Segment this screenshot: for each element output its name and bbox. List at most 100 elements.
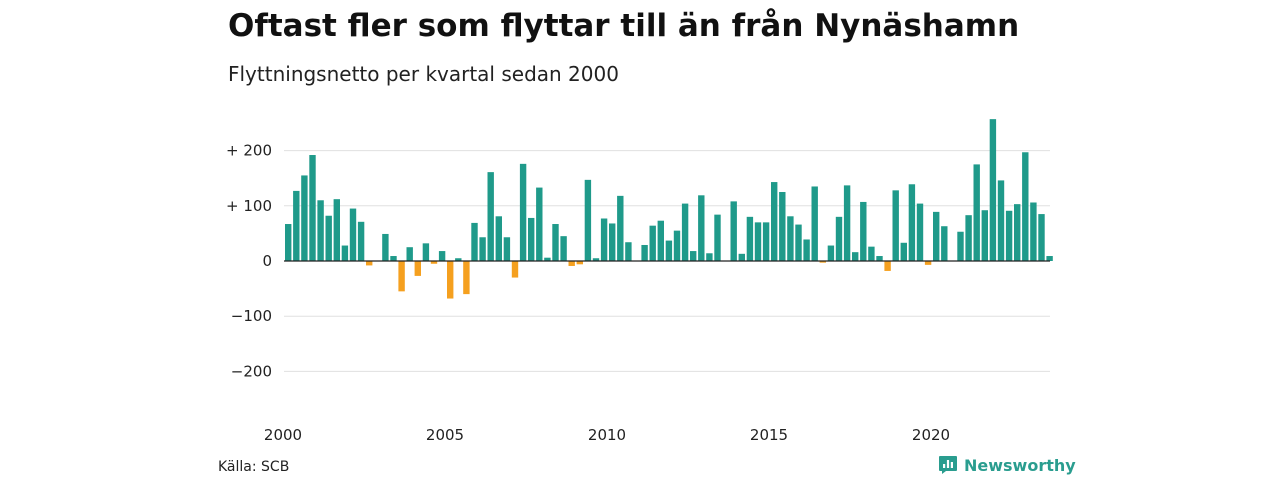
chart-title: Oftast fler som flyttar till än från Nyn…: [228, 8, 1020, 44]
bar: [487, 172, 494, 261]
bar: [924, 261, 932, 265]
bar: [690, 251, 697, 261]
bar: [843, 185, 851, 261]
bar: [908, 184, 916, 261]
bar: [1005, 210, 1013, 261]
x-tick-label: 2010: [588, 426, 626, 444]
bar: [649, 225, 656, 261]
bar: [779, 192, 786, 261]
bar: [625, 242, 632, 261]
bar: [325, 215, 332, 261]
bar: [422, 243, 430, 261]
y-tick-labels: + 200 + 100 0 −100 −200: [226, 142, 272, 381]
bar: [455, 258, 462, 261]
newsworthy-logo-icon: [939, 456, 957, 474]
bar: [657, 220, 664, 261]
source-note: Källa: SCB: [218, 459, 290, 475]
bar: [519, 163, 527, 261]
bar: [706, 253, 713, 261]
y-tick-label: + 100: [226, 197, 272, 215]
bar: [1038, 214, 1045, 261]
bar: [544, 257, 551, 261]
bar: [665, 240, 673, 261]
bar: [560, 236, 567, 261]
bar: [835, 216, 843, 261]
bar: [787, 216, 794, 261]
bar: [941, 226, 948, 261]
bar: [414, 261, 421, 276]
y-tick-label: 0: [262, 252, 272, 270]
bar: [811, 186, 818, 261]
brand-logo[interactable]: Newsworthy: [938, 455, 1076, 475]
brand-name: Newsworthy: [964, 455, 1076, 475]
y-tick-label: −200: [231, 362, 272, 380]
bar: [981, 210, 988, 261]
bar: [333, 199, 340, 261]
bar: [884, 261, 891, 271]
bar: [819, 261, 826, 263]
bar: [285, 224, 292, 261]
bar: [301, 175, 308, 261]
bar: [584, 179, 592, 261]
bar: [900, 242, 907, 261]
bar: [438, 251, 446, 261]
bar: [973, 164, 980, 261]
bar: [714, 214, 721, 261]
bar: [349, 208, 357, 261]
x-tick-label: 2015: [750, 426, 788, 444]
bar-chart: + 200 + 100 0 −100 −200 2000 2005 2010 2015 2020: [226, 119, 1053, 444]
bar: [860, 201, 867, 261]
bar: [738, 253, 745, 261]
bar: [997, 180, 1005, 261]
bar: [592, 258, 600, 261]
bar: [989, 119, 997, 261]
bar: [762, 222, 770, 261]
bar: [430, 261, 438, 264]
bar: [795, 224, 802, 261]
y-tick-label: + 200: [226, 142, 272, 160]
bar: [317, 200, 324, 261]
bar: [463, 261, 470, 295]
bar: [552, 224, 559, 261]
bar: [447, 261, 454, 299]
bar: [965, 215, 972, 261]
bar: [916, 203, 924, 261]
bar: [730, 201, 737, 261]
bar: [511, 261, 519, 278]
y-tick-label: −100: [231, 307, 272, 325]
bar: [852, 252, 859, 261]
bar: [892, 190, 899, 261]
bar: [341, 245, 349, 261]
bar: [1014, 204, 1021, 261]
bar: [681, 203, 689, 261]
bar: [576, 261, 583, 265]
bar: [1022, 152, 1029, 261]
bar: [309, 155, 316, 261]
bar: [366, 261, 373, 266]
bar: [568, 261, 575, 266]
bar: [771, 182, 778, 261]
x-tick-label: 2020: [912, 426, 950, 444]
bar: [1046, 256, 1053, 261]
bar: [754, 222, 762, 261]
bar: [398, 261, 405, 292]
x-tick-label: 2000: [264, 426, 302, 444]
bar: [357, 221, 365, 261]
bar: [868, 246, 875, 261]
bar: [382, 233, 389, 261]
bar: [641, 244, 648, 261]
x-tick-label: 2005: [426, 426, 464, 444]
bar: [609, 223, 616, 261]
bar: [293, 190, 300, 261]
chart-subtitle: Flyttningsnetto per kvartal sedan 2000: [228, 62, 619, 86]
bar: [503, 237, 511, 261]
bar: [536, 187, 543, 261]
bar: [746, 216, 754, 261]
bar: [698, 195, 705, 261]
bar: [933, 211, 940, 261]
bar: [390, 256, 397, 261]
bar: [957, 231, 964, 261]
bar: [479, 237, 486, 261]
bar: [406, 247, 413, 261]
bar: [617, 195, 624, 261]
